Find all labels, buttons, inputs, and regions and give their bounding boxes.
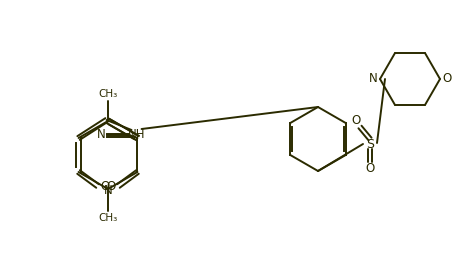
Text: O: O	[442, 73, 452, 85]
Text: O: O	[352, 115, 361, 128]
Text: O: O	[365, 163, 375, 175]
Text: CH₃: CH₃	[99, 213, 118, 223]
Text: S: S	[366, 138, 374, 151]
Text: CH₃: CH₃	[99, 89, 118, 99]
Text: O: O	[100, 180, 109, 194]
Text: N: N	[104, 183, 113, 197]
Text: N: N	[369, 73, 378, 85]
Text: NH: NH	[128, 128, 145, 142]
Text: N: N	[97, 128, 106, 142]
Text: O: O	[107, 180, 116, 194]
